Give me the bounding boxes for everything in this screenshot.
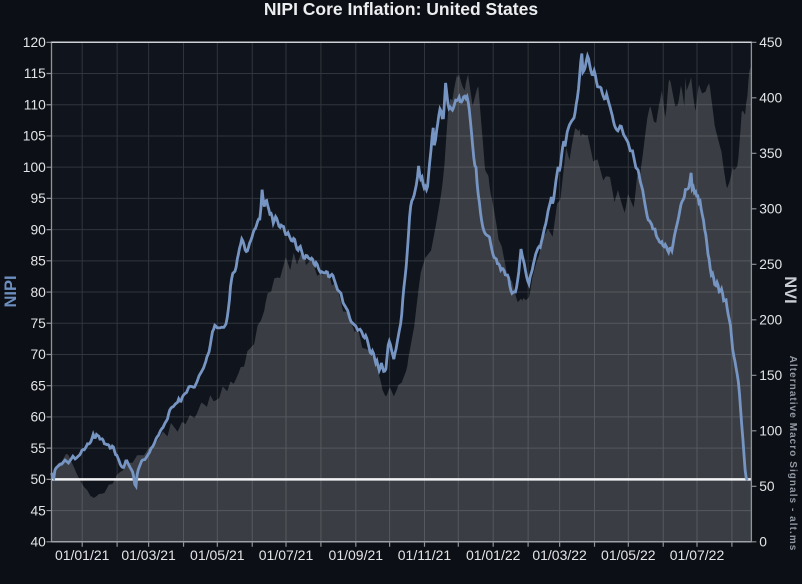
svg-text:40: 40 [30,535,46,550]
svg-text:450: 450 [759,35,782,50]
svg-text:0: 0 [759,535,767,550]
svg-text:115: 115 [24,66,46,81]
svg-text:01/03/22: 01/03/22 [532,547,587,563]
svg-text:50: 50 [30,472,46,487]
svg-text:70: 70 [30,347,46,362]
svg-text:85: 85 [30,254,46,269]
svg-text:100: 100 [23,160,46,175]
svg-text:55: 55 [30,441,46,456]
svg-text:350: 350 [759,146,782,161]
svg-text:105: 105 [23,129,46,144]
svg-text:50: 50 [759,479,775,494]
svg-text:95: 95 [30,191,46,206]
svg-text:110: 110 [24,97,46,112]
svg-text:150: 150 [759,368,782,383]
svg-text:01/09/21: 01/09/21 [329,547,384,563]
svg-text:120: 120 [23,35,46,50]
svg-text:01/03/21: 01/03/21 [121,547,176,563]
svg-text:01/01/22: 01/01/22 [466,547,521,563]
svg-text:300: 300 [759,202,782,217]
svg-text:Alternative Macro Signals - al: Alternative Macro Signals - alt.ms [787,356,798,552]
svg-text:01/07/22: 01/07/22 [670,547,725,563]
svg-text:NVI: NVI [781,276,799,304]
svg-text:01/05/22: 01/05/22 [601,547,656,563]
svg-text:65: 65 [30,378,46,393]
svg-text:01/01/21: 01/01/21 [55,547,110,563]
svg-text:80: 80 [30,285,46,300]
svg-text:100: 100 [759,424,782,439]
svg-text:45: 45 [30,503,46,518]
svg-text:200: 200 [759,313,782,328]
svg-text:NIPI Core Inflation: United St: NIPI Core Inflation: United States [264,0,538,19]
svg-text:01/05/21: 01/05/21 [190,547,245,563]
svg-text:01/11/21: 01/11/21 [398,547,452,563]
svg-text:250: 250 [759,257,782,272]
svg-text:60: 60 [30,410,46,425]
svg-text:NIPI: NIPI [2,275,20,307]
svg-text:400: 400 [759,91,782,106]
svg-text:90: 90 [30,222,46,237]
svg-text:01/07/21: 01/07/21 [259,547,314,563]
svg-text:75: 75 [30,316,46,331]
